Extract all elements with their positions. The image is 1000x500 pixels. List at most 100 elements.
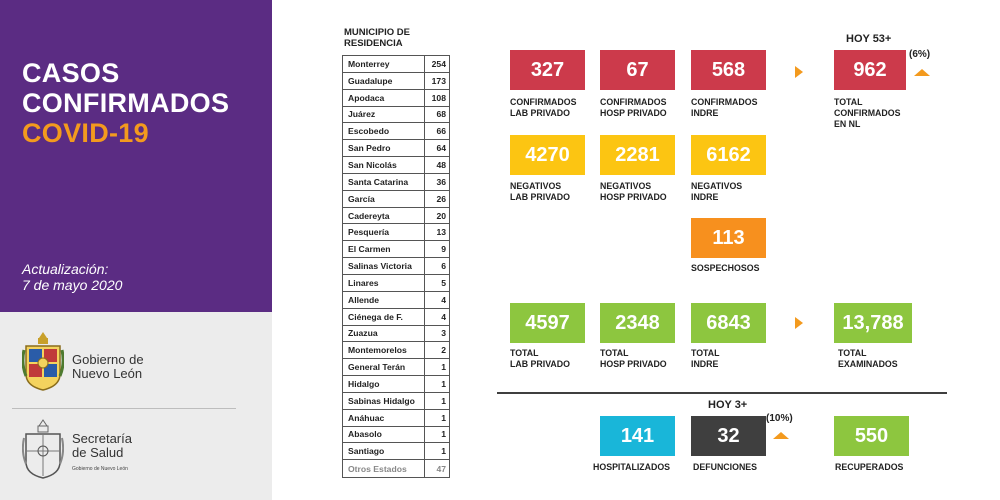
municipio-value: 1 (441, 378, 446, 389)
municipio-value: 4 (441, 311, 446, 322)
municipio-row: Cadereyta 20 (343, 207, 449, 225)
municipio-name: Santiago (343, 443, 425, 460)
confirmados-hosp-privado-box: 67 (600, 50, 675, 90)
salud-crest-icon (22, 419, 64, 479)
label-line: HOSP PRIVADO (600, 359, 667, 369)
label-line: HOSP PRIVADO (600, 108, 667, 118)
municipio-row: Escobedo 66 (343, 123, 449, 141)
municipio-name: Guadalupe (343, 72, 425, 89)
total-confirmados-label: TOTAL CONFIRMADOS EN NL (834, 97, 900, 130)
municipio-name: Salinas Victoria (343, 258, 425, 274)
negativos-indre-box: 6162 (691, 135, 766, 175)
label-line: TOTAL (600, 348, 629, 358)
increase-up-icon (914, 69, 930, 76)
negativos-hosp-privado-label: NEGATIVOS HOSP PRIVADO (600, 181, 667, 203)
municipio-name: Anáhuac (343, 409, 425, 426)
municipio-value: 47 (436, 463, 446, 474)
gobierno-line-2: Nuevo León (72, 366, 143, 381)
defunciones-box: 32 (691, 416, 766, 456)
label-line: CONFIRMADOS (510, 97, 577, 107)
label-line: CONFIRMADOS (834, 108, 901, 118)
confirmados-indre-label: CONFIRMADOS INDRE (691, 97, 757, 119)
municipio-row: Monterrey 254 (343, 56, 449, 73)
municipio-row: Juárez 68 (343, 106, 449, 124)
municipio-name: San Nicolás (343, 157, 425, 173)
defunciones-label: DEFUNCIONES (693, 462, 758, 472)
confirmados-lab-privado-box: 327 (510, 50, 585, 90)
negativos-indre-label: NEGATIVOS INDRE (691, 181, 742, 203)
municipio-header-line-2: RESIDENCIA (344, 38, 403, 49)
municipio-value: 1 (441, 446, 446, 457)
municipio-name: Ciénega de F. (343, 308, 425, 325)
municipio-name: Sabinas Hidalgo (343, 392, 425, 409)
municipio-row: General Terán 1 (343, 359, 449, 377)
municipio-name: Cadereyta (343, 207, 425, 224)
municipio-row: Linares 5 (343, 274, 449, 292)
municipio-row: Otros Estados 47 (343, 460, 449, 478)
municipio-name: Zuazua (343, 325, 425, 342)
municipio-value: 66 (436, 126, 446, 137)
municipio-name: General Terán (343, 359, 425, 376)
recuperados-label: RECUPERADOS (835, 462, 904, 472)
arrow-right-icon (795, 317, 803, 329)
municipio-name: Montemorelos (343, 342, 425, 359)
municipio-row: San Nicolás 48 (343, 157, 449, 174)
municipio-name: Allende (343, 291, 425, 308)
municipio-value: 108 (431, 92, 446, 103)
label-line: LAB PRIVADO (510, 192, 570, 202)
municipio-name: García (343, 190, 425, 207)
section-divider (497, 392, 947, 394)
recuperados-box: 550 (834, 416, 909, 456)
municipio-header-line-1: MUNICIPIO DE (344, 27, 410, 38)
municipio-value: 36 (436, 176, 446, 187)
municipio-value: 254 (431, 58, 446, 69)
municipio-row: Hidalgo 1 (343, 376, 449, 393)
confirmados-pct-label: (6%) (909, 49, 931, 60)
municipio-value: 1 (441, 429, 446, 440)
municipio-name: Abasolo (343, 426, 425, 443)
municipio-row: Ciénega de F. 4 (343, 308, 449, 326)
hospitalizados-label: HOSPITALIZADOS (593, 462, 671, 472)
municipio-value: 4 (441, 294, 446, 305)
municipio-header: MUNICIPIO DE RESIDENCIA (344, 27, 410, 49)
label-line: LAB PRIVADO (510, 359, 570, 369)
nuevo-leon-crest-icon (22, 332, 64, 391)
municipio-value: 13 (436, 227, 446, 238)
municipio-value: 48 (436, 159, 446, 170)
municipio-row: Anáhuac 1 (343, 409, 449, 427)
gobierno-line-1: Gobierno de (72, 352, 144, 367)
municipio-value: 20 (436, 210, 446, 221)
hoy-defunciones-label: HOY 3+ (708, 399, 748, 411)
total-hosp-privado-label: TOTAL HOSP PRIVADO (600, 348, 667, 370)
salud-subtext: Gobierno de Nuevo León (72, 466, 128, 472)
municipio-row: Allende 4 (343, 291, 449, 309)
municipio-name: Hidalgo (343, 376, 425, 392)
label-line: LAB PRIVADO (510, 108, 570, 118)
municipio-name: El Carmen (343, 241, 425, 258)
negativos-hosp-privado-box: 2281 (600, 135, 675, 175)
municipio-name: Linares (343, 274, 425, 291)
negativos-lab-privado-box: 4270 (510, 135, 585, 175)
increase-up-icon (773, 432, 789, 439)
label-line: TOTAL (838, 348, 867, 358)
label-line: CONFIRMADOS (691, 97, 758, 107)
defunciones-pct-label: (10%) (766, 413, 793, 424)
total-lab-privado-label: TOTAL LAB PRIVADO (510, 348, 570, 370)
label-line: CONFIRMADOS (600, 97, 667, 107)
label-line: INDRE (691, 359, 719, 369)
title-line-2: CONFIRMADOS (22, 88, 230, 118)
label-line: INDRE (691, 108, 719, 118)
update-label: Actualización: (22, 261, 109, 277)
confirmados-indre-box: 568 (691, 50, 766, 90)
sospechosos-box: 113 (691, 218, 766, 258)
label-line: TOTAL (834, 97, 863, 107)
label-line: NEGATIVOS (510, 181, 562, 191)
municipio-name: Santa Catarina (343, 173, 425, 190)
logo-divider (12, 408, 236, 409)
total-confirmados-box: 962 (834, 50, 906, 90)
municipio-value: 9 (441, 244, 446, 255)
municipio-row: Pesquería 13 (343, 224, 449, 242)
confirmados-hosp-privado-label: CONFIRMADOS HOSP PRIVADO (600, 97, 667, 119)
title-line-3: COVID-19 (22, 118, 149, 148)
municipio-row: García 26 (343, 190, 449, 208)
